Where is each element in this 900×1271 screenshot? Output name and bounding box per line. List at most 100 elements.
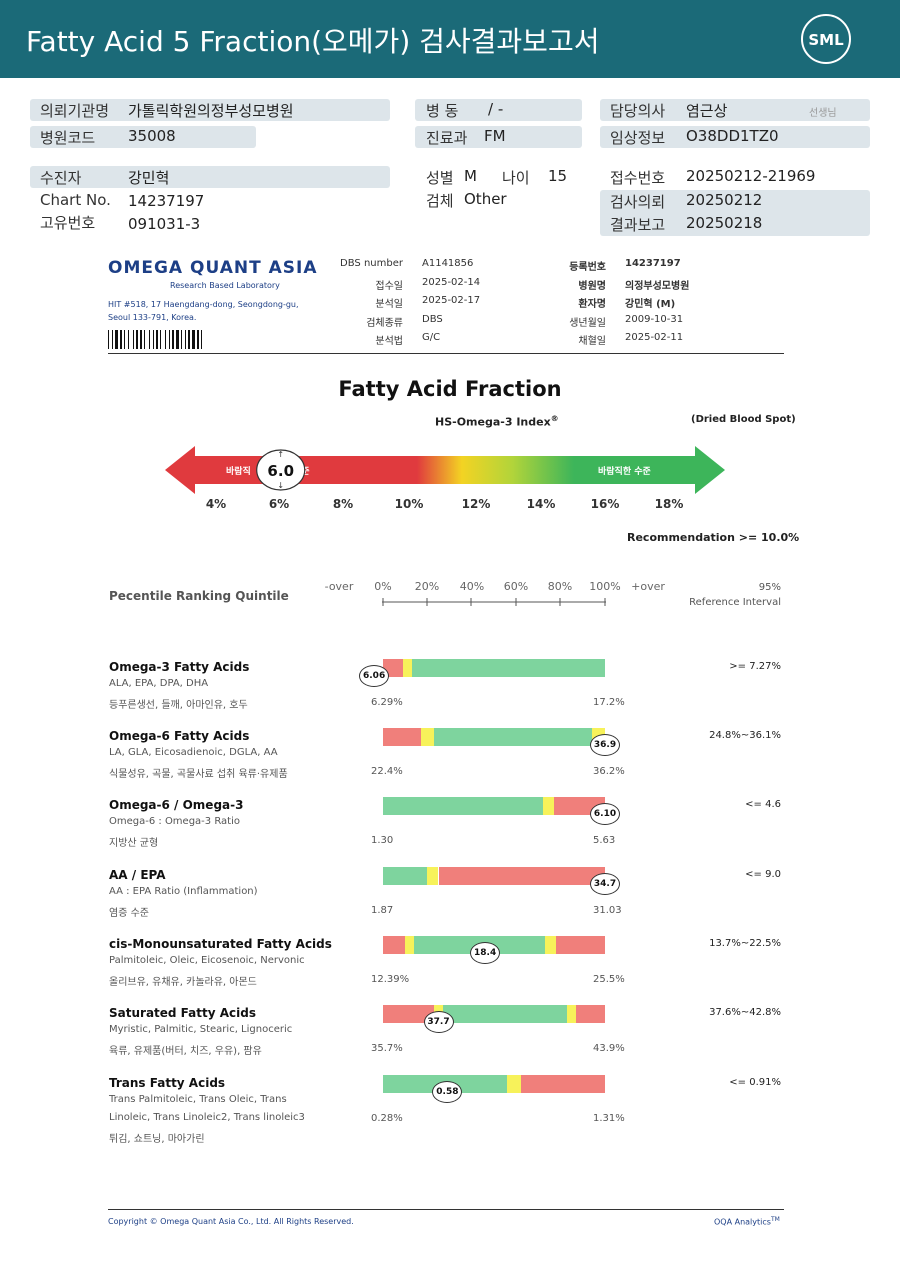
result-low: 0.28%: [371, 1113, 403, 1124]
svg-text:↑: ↑: [277, 450, 284, 459]
result-high: 5.63: [593, 835, 616, 846]
section-title: Fatty Acid Fraction: [338, 377, 562, 401]
specimen-label: 검체: [426, 192, 454, 210]
institution-row: [30, 99, 390, 121]
footer-copyright: Copyright © Omega Quant Asia Co., Ltd. A…: [108, 1217, 354, 1226]
omega3-index-gauge: 바람직 수준 바람직한 수준 6.0 ↑ ↓: [165, 446, 725, 494]
institution-label: 의뢰기관명: [40, 102, 110, 120]
quintile-tick-label: 40%: [459, 580, 485, 593]
method-label: 분석법: [375, 336, 403, 347]
result-sub1: Myristic, Palmitic, Stearic, Lignoceric: [109, 1024, 293, 1035]
bar-segment-yellow: [402, 659, 412, 677]
report-date-label: 결과보고: [610, 216, 666, 234]
received-value: 2025-02-14: [422, 277, 481, 288]
quintile-tick-label: 100%: [589, 580, 621, 593]
lab-address-2: Seoul 133-791, Korea.: [108, 313, 197, 322]
clinical-row: [600, 126, 870, 148]
collected-label: 채혈일: [578, 336, 606, 347]
result-reference: <= 9.0: [745, 869, 781, 880]
clinical-value: O38DD1TZ0: [686, 127, 779, 145]
gauge-arrow: [165, 446, 725, 494]
bar-segment-green: [434, 728, 592, 746]
result-reference: <= 0.91%: [729, 1077, 781, 1088]
barcode: [108, 330, 202, 349]
result-high: 31.03: [593, 905, 622, 916]
quintile-tick-label: +over: [631, 580, 665, 593]
unique-value: 091031-3: [128, 215, 201, 233]
dept-value: FM: [484, 127, 506, 145]
result-value-marker: 34.7: [590, 873, 620, 895]
clinical-label: 임상정보: [610, 129, 666, 147]
bar-segment-yellow: [405, 936, 415, 954]
gauge-tick-label: 16%: [590, 497, 620, 511]
result-reference: 37.6%~42.8%: [709, 1007, 781, 1018]
sex-value: M: [464, 167, 477, 185]
result-sub2: 등푸른생선, 들깨, 아마인유, 호두: [109, 700, 248, 711]
omega-quant-tagline: Research Based Laboratory: [170, 281, 280, 290]
dob-label: 생년월일: [569, 318, 606, 329]
gauge-left-text-a: 바람직: [226, 465, 251, 477]
omega-quant-logo: OMEGA QUANT ASIA: [108, 258, 318, 278]
receipt-value: 20250212-21969: [686, 167, 816, 185]
index-title: HS-Omega-3 Index®: [435, 414, 559, 429]
gauge-tick-label: 4%: [205, 497, 227, 511]
received-label: 접수일: [375, 281, 403, 292]
sample-type-label: 검체종류: [366, 318, 403, 329]
result-high: 36.2%: [593, 766, 625, 777]
result-sub2: Linoleic, Trans Linoleic2, Trans linolei…: [109, 1112, 305, 1123]
result-value-marker: 37.7: [423, 1011, 454, 1033]
result-title: Omega-6 Fatty Acids: [109, 729, 250, 743]
gauge-tick-label: 6%: [268, 497, 290, 511]
recommendation: Recommendation >= 10.0%: [627, 531, 800, 544]
result-low: 22.4%: [371, 766, 403, 777]
result-value-marker: 18.4: [470, 942, 501, 964]
patient-row: [30, 166, 390, 188]
lab-address-1: HIT #518, 17 Haengdang-dong, Seongdong-g…: [108, 300, 299, 309]
quintile-tick-label: -over: [324, 580, 354, 593]
bar-segment-red: [438, 867, 605, 885]
chart-value: 14237197: [128, 192, 205, 210]
chart-label: Chart No.: [40, 191, 111, 209]
sml-logo: SML: [801, 14, 851, 64]
result-bar: [383, 1005, 605, 1023]
result-bar: [383, 728, 605, 746]
sex-label: 성별: [426, 169, 454, 187]
ward-value: / -: [488, 100, 504, 118]
analyzed-value: 2025-02-17: [422, 295, 481, 306]
result-low: 1.87: [371, 905, 394, 916]
sml-logo-text: SML: [808, 31, 844, 49]
dept-label: 진료과: [426, 129, 468, 147]
bar-segment-red: [383, 1005, 435, 1023]
result-title: AA / EPA: [109, 868, 166, 882]
result-bar: [383, 659, 605, 677]
quintile-tick-label: 20%: [414, 580, 440, 593]
age-value: 15: [548, 167, 568, 185]
result-sub1: Omega-6 : Omega-3 Ratio: [109, 816, 241, 827]
bar-segment-green: [442, 1005, 568, 1023]
result-sub2: 염증 수준: [109, 908, 149, 919]
patient-value: 강민혁: [128, 169, 170, 187]
method-value: G/C: [422, 332, 441, 343]
result-sub3: 튀김, 쇼트닝, 마아가린: [109, 1134, 205, 1145]
svg-text:↓: ↓: [277, 481, 284, 490]
ward-label: 병 동: [426, 102, 459, 120]
gauge-tick-label: 10%: [394, 497, 424, 511]
result-title: Saturated Fatty Acids: [109, 1006, 256, 1020]
dates-block: [600, 190, 870, 236]
footer-divider: [108, 1209, 784, 1210]
result-title: Trans Fatty Acids: [109, 1076, 226, 1090]
reg-value: 14237197: [625, 258, 681, 269]
receipt-label: 접수번호: [610, 169, 666, 187]
result-high: 25.5%: [593, 974, 625, 985]
result-low: 12.39%: [371, 974, 410, 985]
result-sub2: 육류, 유제품(버터, 치즈, 우유), 팜유: [109, 1046, 262, 1057]
gauge-value-marker: 6.0 ↑ ↓: [256, 449, 306, 491]
result-title: Omega-3 Fatty Acids: [109, 660, 250, 674]
result-sub2: 지방산 균형: [109, 838, 159, 849]
bar-segment-yellow: [420, 728, 435, 746]
gauge-tick-label: 18%: [654, 497, 684, 511]
age-label: 나이: [502, 169, 530, 187]
footer-brand: OQA AnalyticsTM: [714, 1216, 780, 1227]
reg-label: 등록번호: [569, 262, 606, 273]
dbs-label: DBS number: [340, 258, 403, 269]
